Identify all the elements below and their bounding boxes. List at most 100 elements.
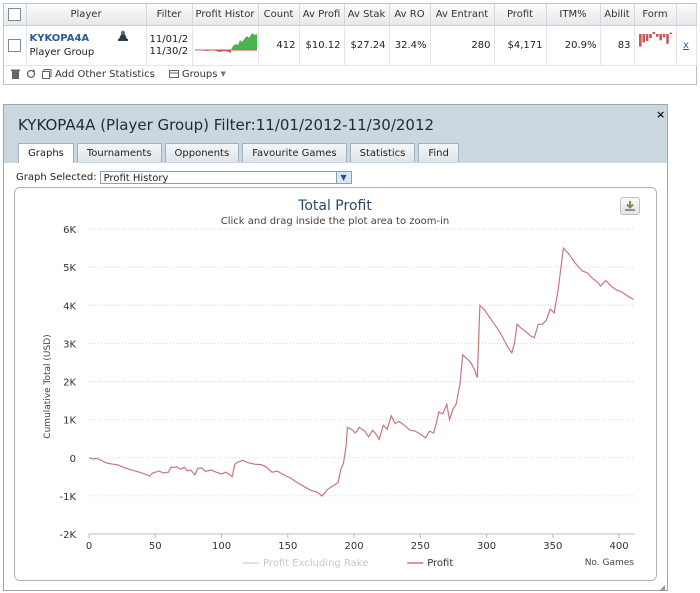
sparkline-negative [194, 50, 231, 53]
graph-selected-label: Graph Selected: [16, 172, 97, 183]
tab-opponents[interactable]: Opponents [164, 143, 240, 162]
av-roi-cell: 32.4% [389, 25, 431, 66]
graph-select[interactable]: Profit History ▼ [99, 171, 352, 184]
count-cell: 412 [258, 25, 300, 66]
download-icon [625, 201, 635, 211]
graph-select-value: Profit History [103, 173, 169, 184]
col-header-filter[interactable]: Filter [146, 4, 193, 26]
col-header-av-stake[interactable]: Av Stak [344, 4, 390, 26]
table-row[interactable]: KYKOPA4A Player Group 11/01/2 11/30/2 41… [4, 25, 697, 66]
form-bar [641, 34, 645, 43]
chart-title: Total Profit [297, 198, 372, 214]
form-bar [638, 34, 642, 47]
y-tick-label: 0 [70, 454, 76, 465]
col-header-ability[interactable]: Abilit [600, 4, 635, 26]
player-cell[interactable]: KYKOPA4A Player Group [26, 25, 147, 66]
av-profit-cell: $10.12 [299, 25, 345, 66]
chevron-down-icon[interactable]: ▼ [335, 172, 351, 183]
x-tick-label: 0 [86, 541, 92, 552]
profit-history-sparkline [194, 33, 257, 53]
legend-label: Profit Excluding Rake [263, 558, 368, 569]
y-axis-label: Cumulative Total (USD) [43, 334, 53, 438]
col-header-remove [676, 4, 697, 26]
col-header-av-profit[interactable]: Av Profi [299, 4, 345, 26]
player-graph-dialog: KYKOPA4A (Player Group) Filter:11/01/201… [3, 104, 668, 592]
tab-favourite-games[interactable]: Favourite Games [242, 143, 347, 162]
profit-history-sparkline-cell[interactable] [192, 25, 259, 66]
x-tick-label: 150 [278, 541, 297, 552]
form-bar [655, 34, 659, 37]
tab-statistics[interactable]: Statistics [349, 143, 416, 162]
x-tick-label: 250 [411, 541, 430, 552]
profit-cell: $4,171 [494, 25, 547, 66]
chart-container[interactable]: Total Profit Click and drag inside the pl… [14, 187, 657, 581]
col-header-player[interactable]: Player [26, 4, 147, 26]
y-tick-label: -2K [59, 530, 76, 541]
select-all-header[interactable] [4, 4, 27, 26]
resize-handle[interactable]: ◢ [659, 583, 666, 592]
x-tick-label: 400 [610, 541, 629, 552]
sparkline-positive [230, 33, 257, 50]
stats-header-row: Player Filter Profit Histor Count Av Pro… [4, 4, 697, 26]
tab-find[interactable]: Find [418, 143, 459, 162]
chart-subtitle: Click and drag inside the plot area to z… [221, 216, 449, 227]
remove-row-link[interactable]: x [683, 40, 689, 51]
select-all-checkbox[interactable] [8, 8, 22, 21]
tab-tournaments[interactable]: Tournaments [76, 143, 162, 162]
legend-item[interactable]: Profit Excluding Rake [243, 558, 368, 569]
col-header-profit[interactable]: Profit [494, 4, 547, 26]
legend-label: Profit [427, 558, 453, 569]
groups-dropdown[interactable]: Groups ▼ [168, 69, 226, 80]
form-bar [652, 31, 655, 34]
form-bar [645, 34, 648, 41]
col-header-profit-history[interactable]: Profit Histor [192, 4, 259, 26]
y-tick-label: -1K [59, 492, 76, 503]
stats-panel: Player Filter Profit Histor Count Av Pro… [3, 3, 697, 85]
refresh-icon[interactable] [26, 69, 36, 79]
graph-select-row: Graph Selected: Profit History ▼ [16, 171, 352, 184]
player-group-icon [117, 30, 128, 41]
y-tick-label: 1K [63, 416, 76, 427]
col-header-av-roi[interactable]: Av RO [389, 4, 431, 26]
add-statistics-button[interactable]: Add Other Statistics [42, 69, 155, 80]
player-name-link[interactable]: KYKOPA4A [29, 33, 90, 44]
series-line-profit[interactable] [88, 246, 634, 497]
x-tick-label: 200 [345, 541, 364, 552]
filter-date-end: 11/30/2 [149, 45, 189, 57]
itm-cell: 20.9% [546, 25, 601, 66]
close-icon[interactable]: × [656, 108, 666, 121]
trash-icon[interactable] [10, 69, 20, 79]
filter-cell[interactable]: 11/01/2 11/30/2 [146, 25, 193, 66]
table-toolbar: Add Other Statistics Groups ▼ [10, 66, 226, 82]
legend-item[interactable]: Profit [407, 558, 453, 569]
remove-cell[interactable]: x [676, 25, 697, 66]
y-tick-label: 5K [63, 263, 76, 274]
y-tick-label: 4K [63, 301, 76, 312]
groups-icon [168, 70, 179, 78]
form-bar [658, 34, 662, 41]
col-header-av-entrants[interactable]: Av Entrant [430, 4, 495, 26]
av-entrants-cell: 280 [430, 25, 495, 66]
y-tick-label: 6K [63, 225, 76, 236]
x-tick-label: 300 [477, 541, 496, 552]
y-tick-label: 3K [63, 339, 76, 350]
download-button[interactable] [620, 197, 640, 215]
ability-cell: 83 [600, 25, 635, 66]
row-select-cell[interactable] [4, 25, 27, 66]
tab-graphs[interactable]: Graphs [18, 143, 74, 163]
x-tick-label: 100 [212, 541, 231, 552]
form-bars [638, 31, 672, 47]
dialog-title: KYKOPA4A (Player Group) Filter:11/01/201… [18, 116, 435, 134]
form-bar [662, 34, 665, 38]
x-tick-label: 350 [543, 541, 562, 552]
col-header-form[interactable]: Form [634, 4, 677, 26]
form-cell [634, 25, 677, 66]
av-stake-cell: $27.24 [344, 25, 390, 66]
y-tick-label: 2K [63, 378, 76, 389]
col-header-itm[interactable]: ITM% [546, 4, 601, 26]
row-checkbox[interactable] [8, 39, 22, 52]
profit-chart[interactable]: Total Profit Click and drag inside the pl… [15, 188, 656, 580]
form-bar [648, 34, 652, 39]
add-statistics-label: Add Other Statistics [55, 68, 155, 80]
col-header-count[interactable]: Count [258, 4, 300, 26]
